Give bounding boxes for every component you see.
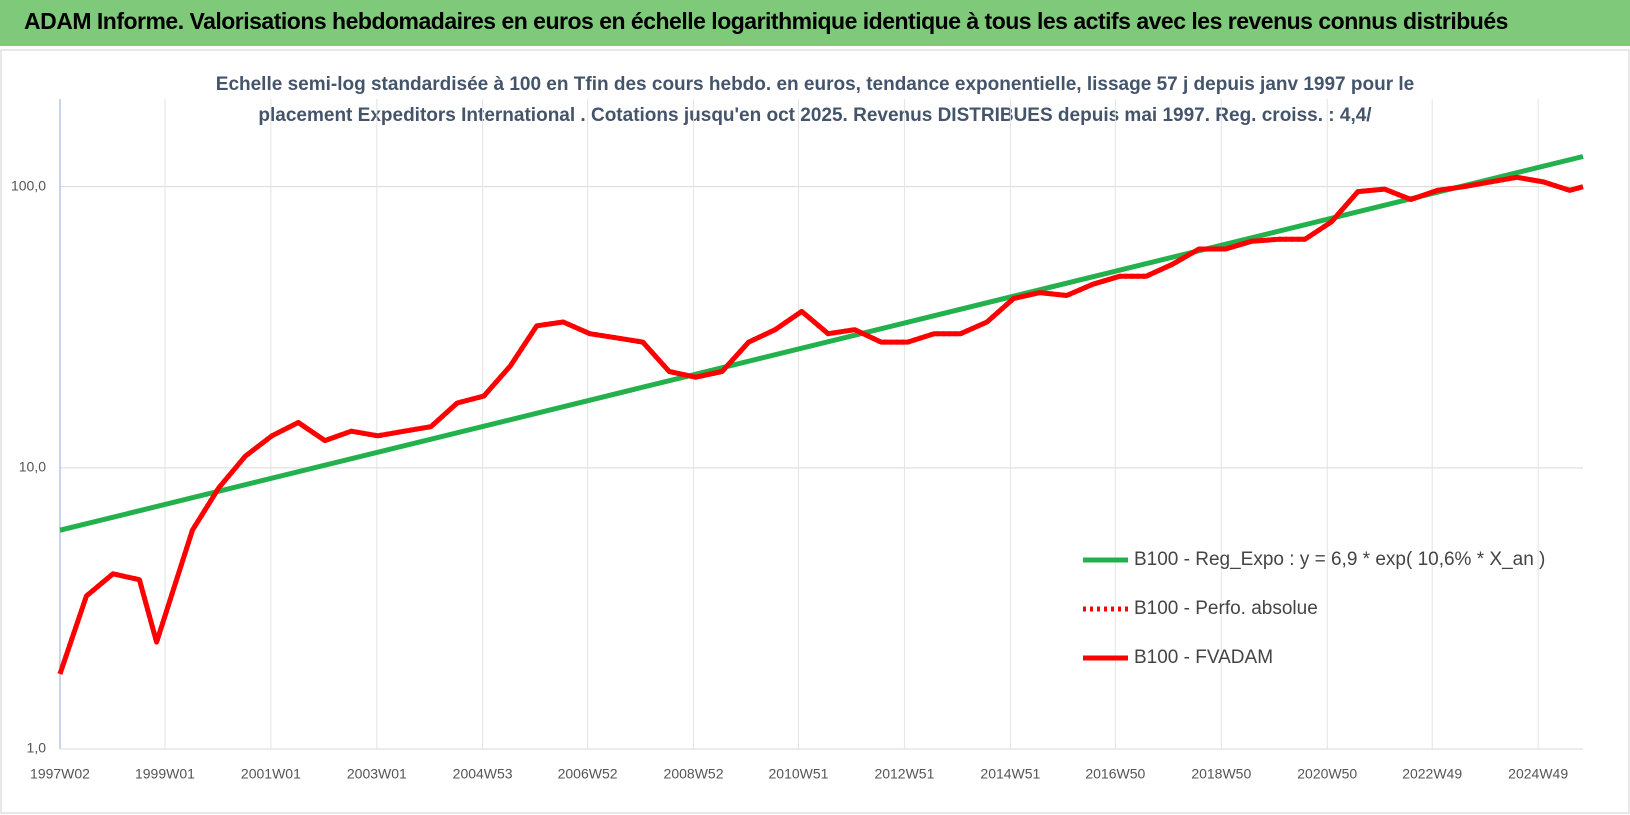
x-tick-label: 2004W53 xyxy=(453,766,513,782)
x-tick-label: 1997W02 xyxy=(30,766,90,782)
x-tick-label: 2014W51 xyxy=(980,766,1040,782)
legend-label: B100 - FVADAM xyxy=(1134,647,1273,668)
y-tick-label: 1,0 xyxy=(27,740,47,756)
frame xyxy=(0,49,1630,814)
subtitle: placement Expeditors International . Cot… xyxy=(258,105,1372,126)
header: ADAM Informe. Valorisations hebdomadaire… xyxy=(0,0,1630,46)
x-tick-label: 2003W01 xyxy=(347,766,407,782)
header-title: ADAM Informe. Valorisations hebdomadaire… xyxy=(24,8,1508,34)
legend-label: B100 - Perfo. absolue xyxy=(1134,598,1318,619)
series-line xyxy=(59,154,1584,533)
y-tick-label: 10,0 xyxy=(19,459,46,475)
x-tick-label: 2020W50 xyxy=(1297,766,1357,782)
series-line xyxy=(57,174,1584,675)
subtitle: Echelle semi-log standardisée à 100 en T… xyxy=(216,74,1414,95)
x-tick-label: 2018W50 xyxy=(1191,766,1251,782)
x-tick-label: 2010W51 xyxy=(769,766,829,782)
x-tick-label: 1999W01 xyxy=(135,766,195,782)
x-tick-label: 2012W51 xyxy=(874,766,934,782)
x-tick-label: 2022W49 xyxy=(1402,766,1462,782)
x-tick-label: 2001W01 xyxy=(241,766,301,782)
x-tick-label: 2008W52 xyxy=(664,766,724,782)
legend-label: B100 - Reg_Expo : y = 6,9 * exp( 10,6% *… xyxy=(1134,549,1545,570)
x-tick-label: 2024W49 xyxy=(1508,766,1568,782)
x-tick-label: 2006W52 xyxy=(558,766,618,782)
y-tick-label: 100,0 xyxy=(11,177,46,193)
x-tick-label: 2016W50 xyxy=(1085,766,1145,782)
